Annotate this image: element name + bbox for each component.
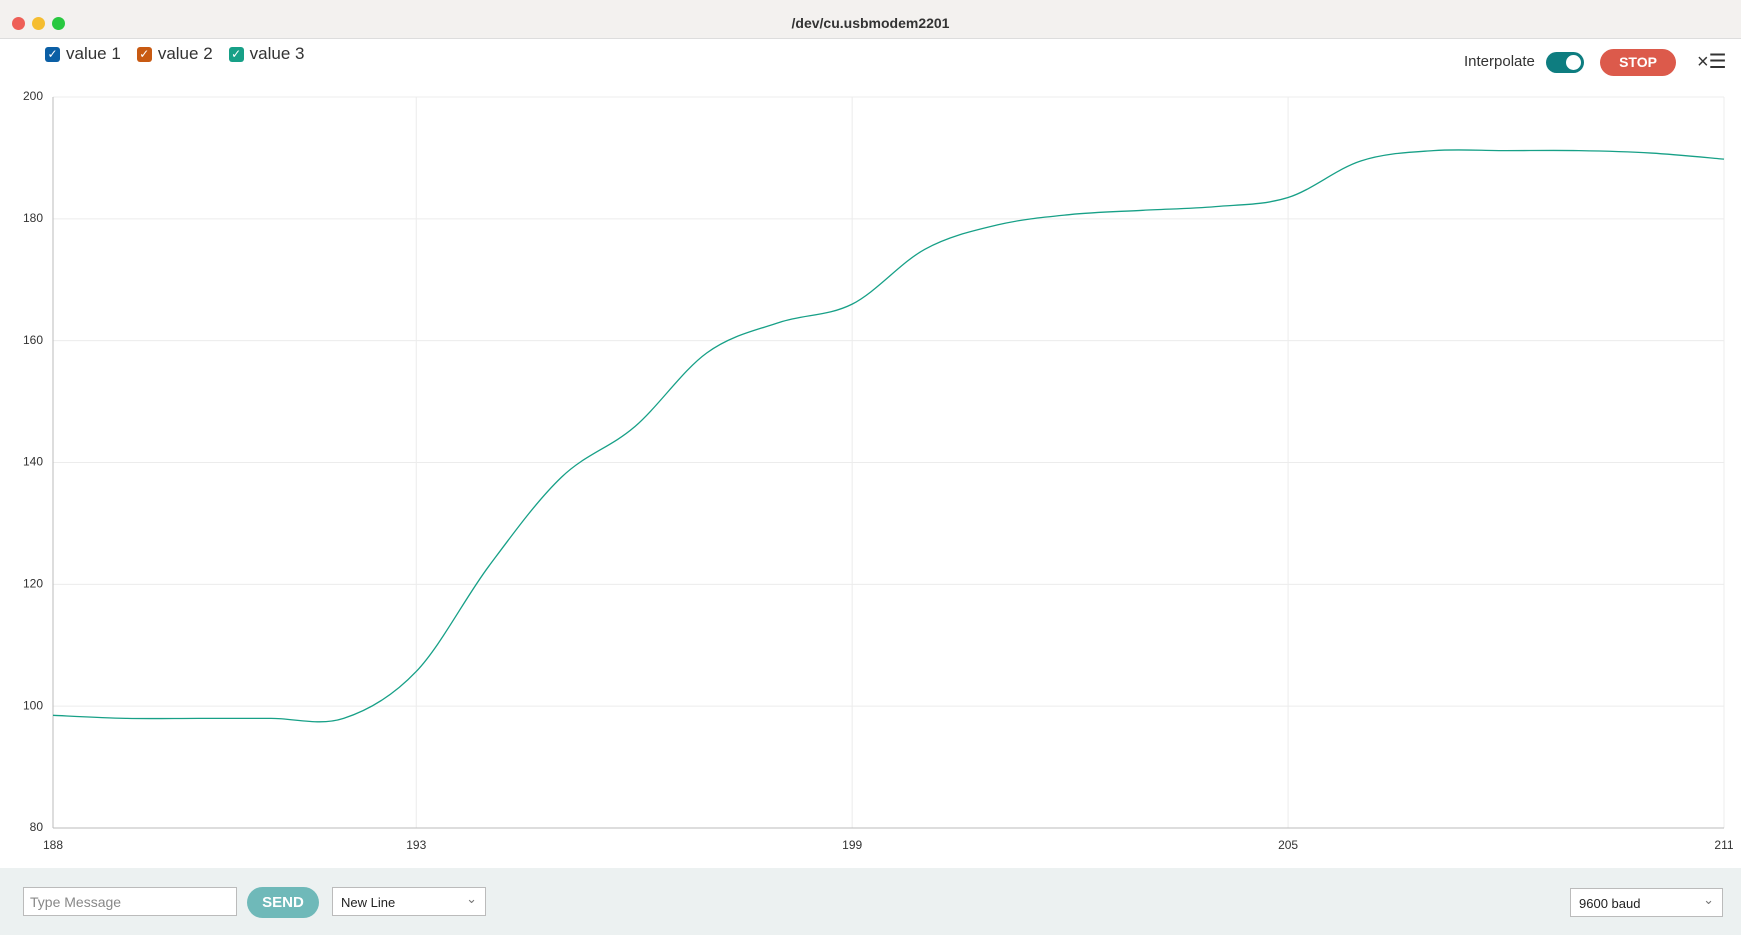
clear-menu[interactable]: ×☰ [1697,51,1727,73]
x-tick-label: 211 [1714,838,1733,852]
y-tick-label: 180 [23,211,43,225]
legend-label: value 2 [157,44,213,63]
legend-checkbox[interactable]: ✓ [45,46,60,62]
baud-select[interactable]: 9600 baud [1570,885,1723,917]
zoom-button[interactable] [52,17,65,30]
legend-checkbox[interactable]: ✓ [136,46,152,62]
title-bar: /dev/cu.usbmodem2201 [0,0,1741,39]
y-tick-label: 80 [30,820,44,834]
y-tick-label: 140 [23,455,43,469]
line-ending-select[interactable]: New Line [332,884,486,916]
chart: 80 100 120 140 160 180 200 188 193 199 205 211 [23,89,1734,852]
y-tick-label: 160 [23,333,43,347]
series-line [52,149,1725,723]
legend-item[interactable]: ✓ value 3 [228,44,305,64]
minimize-button[interactable] [32,17,45,30]
legend-label: value 3 [249,44,305,63]
y-tick-label: 100 [23,698,43,712]
x-tick-label: 188 [43,838,63,852]
legend-item[interactable]: ✓ value 1 [45,44,121,64]
y-tick-label: 200 [23,89,43,103]
close-button[interactable] [12,17,25,30]
legend-checkbox[interactable]: ✓ [228,46,244,62]
send-button[interactable]: SEND [247,887,319,918]
stop-button[interactable]: STOP [1600,49,1676,76]
legend-label: value 1 [66,44,121,63]
interpolate-toggle[interactable] [1546,52,1584,73]
x-tick-label: 193 [406,838,426,852]
interpolate-label: Interpolate [1464,53,1535,70]
legend: ✓ value 1 ✓ value 2 ✓ value 3 [45,44,304,64]
message-input[interactable]: Type Message [23,887,237,916]
y-tick-label: 120 [23,577,43,591]
x-tick-label: 205 [1278,838,1298,852]
window-title: /dev/cu.usbmodem2201 [791,15,950,31]
x-tick-label: 199 [842,838,862,852]
legend-item[interactable]: ✓ value 2 [136,44,213,64]
footer: Type Message SEND New Line 9600 baud [0,868,1741,935]
